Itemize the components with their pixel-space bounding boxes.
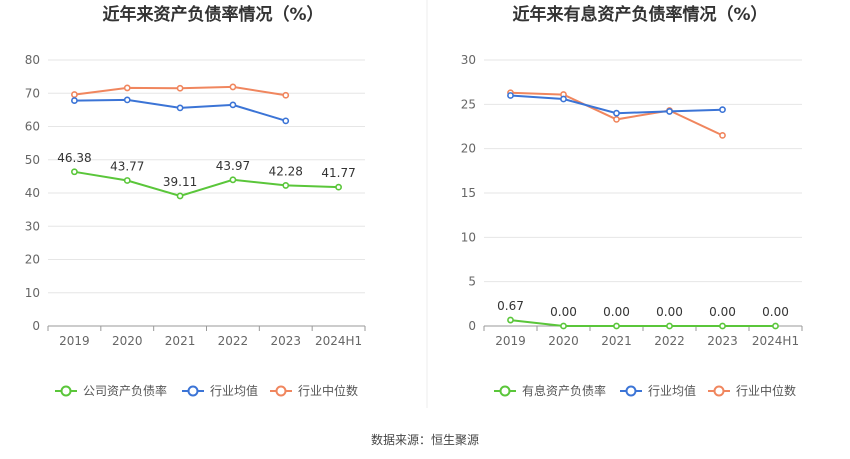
y-tick-label: 20 xyxy=(25,253,40,267)
data-point[interactable] xyxy=(71,91,78,98)
legend-swatch-marker xyxy=(499,385,511,397)
y-tick-label: 30 xyxy=(461,53,476,67)
data-label: 46.38 xyxy=(57,151,91,165)
x-tick-label: 2020 xyxy=(112,334,143,348)
y-tick-label: 60 xyxy=(25,120,40,134)
y-tick-label: 80 xyxy=(25,53,40,67)
legend-swatch-marker xyxy=(625,385,637,397)
data-point[interactable] xyxy=(229,101,237,109)
series-line xyxy=(510,319,776,327)
y-tick-label: 10 xyxy=(461,230,476,244)
data-point[interactable] xyxy=(229,176,237,184)
data-point[interactable] xyxy=(71,168,78,176)
data-point[interactable] xyxy=(666,108,673,115)
data-label: 0.00 xyxy=(762,305,789,319)
y-tick-label: 0 xyxy=(468,319,476,333)
data-point[interactable] xyxy=(123,84,131,92)
chart-title: 近年来资产负债率情况（%） xyxy=(102,4,323,25)
data-label: 0.67 xyxy=(497,299,524,313)
y-tick-label: 0 xyxy=(32,319,40,333)
y-tick-label: 70 xyxy=(25,86,40,100)
legend-label: 行业中位数 xyxy=(298,383,358,398)
data-point[interactable] xyxy=(719,322,726,330)
y-tick-label: 40 xyxy=(25,186,40,200)
data-point[interactable] xyxy=(176,104,184,112)
data-point[interactable] xyxy=(335,183,342,191)
x-tick-label: 2019 xyxy=(495,334,526,348)
data-point[interactable] xyxy=(71,97,78,104)
y-tick-label: 25 xyxy=(461,97,476,111)
interest-debt-ratio-chart: 近年来有息资产负债率情况（%） 0 5 10 15 20 25 30 2019 2020 2021… xyxy=(461,4,803,398)
x-tick-label: 2024H1 xyxy=(315,334,362,348)
y-tick-label: 10 xyxy=(25,286,40,300)
series-line xyxy=(74,170,339,198)
data-point[interactable] xyxy=(719,131,726,139)
data-point[interactable] xyxy=(666,322,673,330)
x-tick-label: 2022 xyxy=(654,334,685,348)
legend-item[interactable]: 行业中位数 xyxy=(270,383,358,398)
data-point[interactable] xyxy=(176,192,184,200)
data-label: 0.00 xyxy=(603,305,630,319)
legend-item[interactable]: 行业中位数 xyxy=(708,383,796,398)
data-point[interactable] xyxy=(123,177,131,184)
x-tick-label: 2021 xyxy=(165,334,196,348)
data-point[interactable] xyxy=(176,84,184,92)
data-point[interactable] xyxy=(560,322,567,330)
legend-item[interactable]: 行业均值 xyxy=(620,383,696,398)
data-label: 42.28 xyxy=(269,164,303,178)
x-tick-label: 2023 xyxy=(707,334,738,348)
chart-title: 近年来有息资产负债率情况（%） xyxy=(512,4,767,25)
legend-swatch-marker xyxy=(713,385,725,397)
data-point[interactable] xyxy=(772,322,779,330)
legend-label: 公司资产负债率 xyxy=(83,383,167,398)
data-point[interactable] xyxy=(282,182,290,189)
legend-swatch-marker xyxy=(187,385,199,397)
y-tick-label: 30 xyxy=(25,219,40,233)
legend-item[interactable]: 有息资产负债率 xyxy=(494,383,606,398)
data-label: 0.00 xyxy=(550,305,577,319)
data-point[interactable] xyxy=(719,106,726,114)
data-point[interactable] xyxy=(123,96,131,104)
data-point[interactable] xyxy=(229,83,237,91)
data-point[interactable] xyxy=(560,95,567,103)
legend-label: 行业均值 xyxy=(648,383,696,398)
legend-swatch-marker xyxy=(60,385,72,397)
x-tick-label: 2022 xyxy=(218,334,249,348)
x-tick-label: 2024H1 xyxy=(752,334,799,348)
legend-label: 行业均值 xyxy=(210,383,258,398)
data-label: 43.97 xyxy=(216,159,250,173)
y-tick-label: 5 xyxy=(468,275,476,289)
legend-label: 行业中位数 xyxy=(736,383,796,398)
debt-ratio-chart: 近年来资产负债率情况（%） 0 10 20 30 40 50 60 70 80 2019 2020 2… xyxy=(25,4,366,398)
x-tick-label: 2021 xyxy=(601,334,632,348)
data-point[interactable] xyxy=(613,116,620,123)
legend-item[interactable]: 行业均值 xyxy=(182,383,258,398)
data-label: 43.77 xyxy=(110,159,144,173)
legend-label: 有息资产负债率 xyxy=(522,383,606,398)
data-label: 0.00 xyxy=(656,305,683,319)
data-point[interactable] xyxy=(613,109,620,117)
legend-swatch-marker xyxy=(275,385,287,397)
data-point[interactable] xyxy=(507,92,514,99)
y-tick-label: 15 xyxy=(461,186,476,200)
data-source-note: 数据来源：恒生聚源 xyxy=(371,432,479,447)
data-point[interactable] xyxy=(613,322,620,330)
data-label: 39.11 xyxy=(163,175,197,189)
data-point[interactable] xyxy=(282,117,290,125)
data-point[interactable] xyxy=(507,316,514,324)
legend-item[interactable]: 公司资产负债率 xyxy=(55,383,167,398)
y-tick-label: 20 xyxy=(461,142,476,156)
y-tick-label: 50 xyxy=(25,153,40,167)
data-point[interactable] xyxy=(282,91,290,99)
x-tick-label: 2020 xyxy=(548,334,579,348)
data-label: 0.00 xyxy=(709,305,736,319)
data-label: 41.77 xyxy=(321,166,355,180)
x-tick-label: 2019 xyxy=(59,334,90,348)
x-tick-label: 2023 xyxy=(270,334,301,348)
